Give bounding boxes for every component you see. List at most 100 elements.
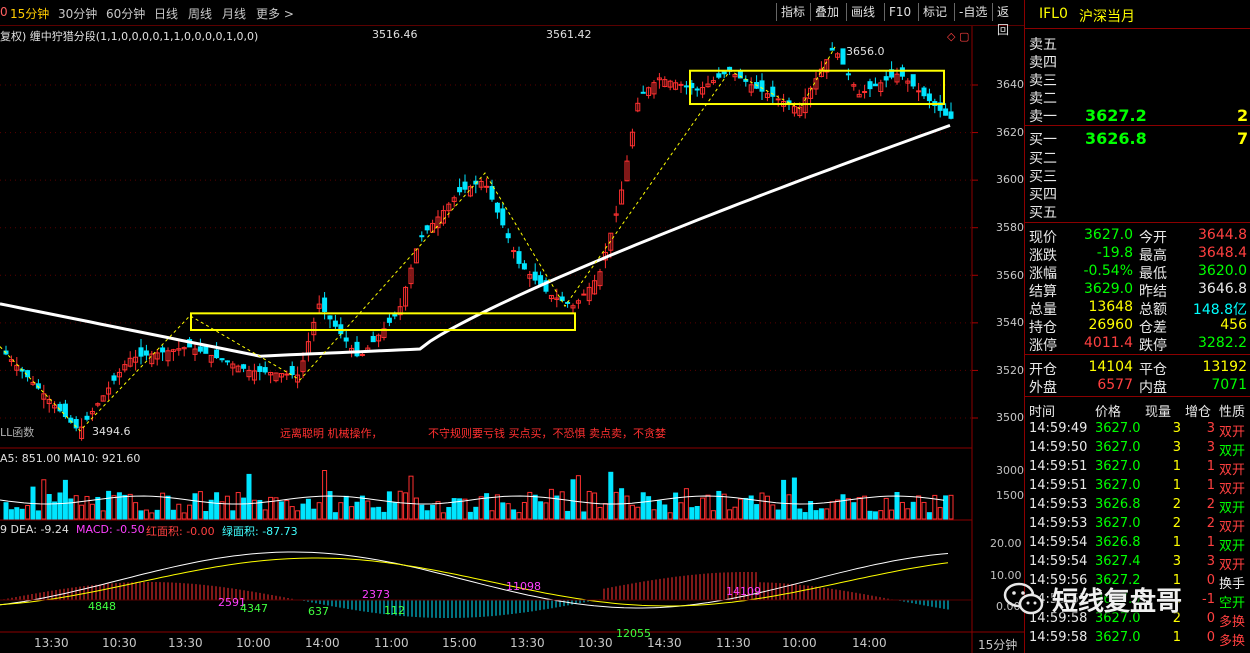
watchlist-button[interactable]: -自选 bbox=[954, 3, 991, 21]
tick-volume: 2 bbox=[1172, 516, 1181, 531]
tick-row: 14:59:53 3627.0 2 2 双开 bbox=[1025, 516, 1250, 535]
candle-body bbox=[710, 80, 716, 84]
macd-number: 12055 bbox=[616, 627, 651, 640]
symbol-name: 沪深当月 bbox=[1079, 9, 1135, 25]
volume-bar bbox=[41, 479, 47, 520]
volume-tick: 1500 bbox=[996, 489, 1024, 502]
volume-bar bbox=[165, 495, 171, 520]
volume-bar bbox=[435, 501, 441, 520]
tick-time: 14:59:51 bbox=[1029, 459, 1088, 474]
volume-bar bbox=[856, 497, 862, 520]
tick-oi-change: 1 bbox=[1206, 478, 1215, 493]
volume-bar bbox=[883, 497, 889, 520]
tick-oi-change: 0 bbox=[1206, 630, 1215, 645]
volume-bar bbox=[3, 502, 9, 520]
volume-bar bbox=[548, 488, 554, 520]
f10-button[interactable]: F10 bbox=[884, 3, 915, 21]
volume-bar bbox=[608, 471, 614, 520]
volume-bar bbox=[570, 479, 576, 520]
volume-bar bbox=[781, 479, 787, 520]
stat-value: 3646.8 bbox=[1198, 281, 1247, 297]
tick-row: 14:59:58 3627.0 1 0 多换 bbox=[1025, 630, 1250, 649]
volume-bar bbox=[122, 494, 128, 520]
indicator-label: 复权) 缠中狞猎分段(1,1,0,0,0,0,1,1,0,0,0,0,1,0,0… bbox=[0, 30, 259, 43]
volume-bar bbox=[646, 496, 652, 520]
stat-value: 6577 bbox=[1097, 377, 1133, 393]
volume-bar bbox=[295, 510, 301, 520]
candle-body bbox=[327, 315, 333, 320]
stat-row: 开仓 14104 平仓 13192 bbox=[1029, 359, 1249, 378]
volume-bar bbox=[867, 510, 873, 520]
macd-number: 4347 bbox=[240, 602, 268, 615]
candle-body bbox=[656, 77, 662, 81]
volume-bar bbox=[511, 509, 517, 520]
stat-label: 开仓 bbox=[1029, 362, 1057, 378]
candle-body bbox=[824, 59, 830, 73]
candle-body bbox=[322, 297, 328, 312]
volume-bar bbox=[478, 496, 484, 520]
candle-body bbox=[149, 353, 155, 365]
volume-bar bbox=[484, 493, 490, 520]
tab-weekly[interactable]: 周线 bbox=[188, 7, 213, 21]
stat-value: 13648 bbox=[1088, 299, 1133, 315]
candle-body bbox=[84, 415, 90, 420]
candle-body bbox=[106, 387, 112, 395]
volume-bar bbox=[905, 508, 911, 520]
tick-volume: 1 bbox=[1172, 459, 1181, 474]
volume-bar bbox=[133, 502, 139, 520]
candle-body bbox=[494, 202, 500, 213]
candle-body bbox=[629, 131, 635, 147]
candle-body bbox=[403, 286, 409, 307]
volume-bar bbox=[656, 500, 662, 520]
volume-bar bbox=[575, 475, 581, 520]
tab-monthly[interactable]: 月线 bbox=[222, 7, 247, 21]
volume-bar bbox=[926, 512, 932, 520]
tab-30min[interactable]: 30分钟 bbox=[58, 7, 98, 21]
candle-body bbox=[851, 84, 857, 87]
candle-body bbox=[548, 294, 554, 300]
candle-body bbox=[640, 91, 646, 94]
candle-body bbox=[543, 280, 549, 292]
tick-time: 14:59:54 bbox=[1029, 535, 1088, 550]
volume-bar bbox=[683, 488, 689, 520]
bid1-price: 3626.8 bbox=[1085, 129, 1147, 148]
candle-body bbox=[381, 328, 387, 338]
volume-bar bbox=[786, 494, 792, 520]
bid1-volume: 7 bbox=[1237, 129, 1249, 148]
segment-line bbox=[0, 46, 836, 432]
tab-more[interactable]: 更多 > bbox=[256, 7, 294, 21]
candle-body bbox=[829, 47, 835, 51]
stat-row: 涨跌 -19.8 最高 3648.4 bbox=[1029, 245, 1249, 264]
volume-bar bbox=[802, 512, 808, 520]
symbol-code: IFL0 bbox=[1039, 6, 1068, 22]
kline-chart[interactable]: ◇ ▢ bbox=[0, 26, 1024, 653]
quote-panel: IFL0 沪深当月 卖五 卖四 卖三 卖二 卖一 3627.2 2 买一 362… bbox=[1024, 0, 1250, 653]
central-zone-low bbox=[190, 312, 576, 331]
volume-bar bbox=[251, 499, 257, 520]
indicator-button[interactable]: 指标 bbox=[776, 3, 809, 21]
tick-type: 双开 bbox=[1219, 501, 1246, 516]
tab-daily[interactable]: 日线 bbox=[154, 7, 179, 21]
tab-15min[interactable]: 15分钟 bbox=[10, 7, 50, 21]
candle-body bbox=[289, 366, 295, 376]
volume-bar bbox=[176, 503, 182, 520]
candle-body bbox=[489, 186, 495, 200]
tab-60min[interactable]: 60分钟 bbox=[106, 7, 146, 21]
back-button[interactable]: 返回 bbox=[992, 3, 1024, 37]
volume-bar bbox=[241, 497, 247, 520]
mark-button[interactable]: 标记 bbox=[918, 3, 951, 21]
volume-bar bbox=[667, 512, 673, 520]
tick-type: 双开 bbox=[1219, 482, 1246, 497]
price-tick: 3560 bbox=[996, 269, 1024, 282]
overlay-button[interactable]: 叠加 bbox=[810, 3, 843, 21]
price-tick: 3620 bbox=[996, 126, 1024, 139]
stat-value: 7071 bbox=[1211, 377, 1247, 393]
tick-type: 换手 bbox=[1219, 577, 1246, 592]
candle-body bbox=[554, 297, 560, 301]
tick-volume: 3 bbox=[1172, 421, 1181, 436]
candle-body bbox=[278, 373, 284, 378]
draw-line-button[interactable]: 画线 bbox=[846, 3, 879, 21]
stat-value: 148.8亿 bbox=[1192, 302, 1247, 318]
volume-bar bbox=[673, 492, 679, 520]
stat-value: 4011.4 bbox=[1084, 335, 1133, 351]
